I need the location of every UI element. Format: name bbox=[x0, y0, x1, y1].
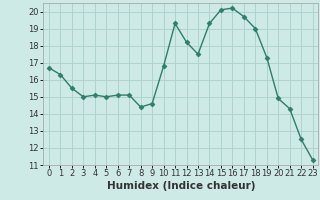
X-axis label: Humidex (Indice chaleur): Humidex (Indice chaleur) bbox=[107, 181, 255, 191]
